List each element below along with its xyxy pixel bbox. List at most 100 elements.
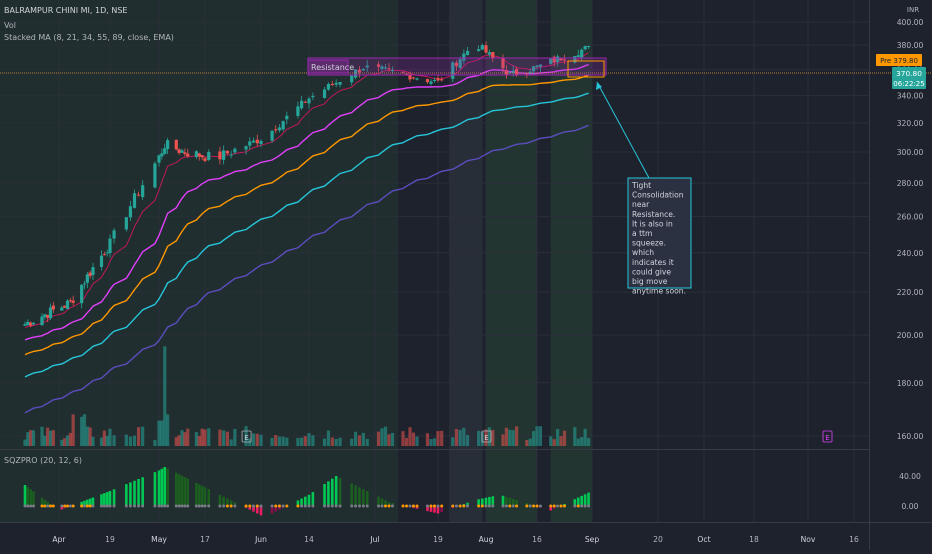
sqz-dot-96 xyxy=(484,504,488,508)
candle-57 xyxy=(281,121,285,130)
volume-bar-85 xyxy=(429,439,433,446)
sqz-dot-28 xyxy=(141,504,145,508)
candle-84 xyxy=(425,79,430,83)
candle-104 xyxy=(525,73,529,75)
volume-bar-12 xyxy=(68,432,72,446)
candle-54 xyxy=(270,130,274,141)
price-tick-260: 260.00 xyxy=(897,213,924,222)
last-price-tag-text: Pre 379.80 xyxy=(880,57,918,65)
candle-47 xyxy=(229,154,233,156)
candle-31 xyxy=(160,153,164,157)
sqz-bar-115 xyxy=(576,497,580,506)
volume-bar-70 xyxy=(353,431,358,446)
candle-61 xyxy=(303,101,307,103)
sqz-bar-3 xyxy=(32,491,35,506)
candle-2 xyxy=(29,322,33,326)
sqz-tick-40: 40.00 xyxy=(899,472,921,481)
volume-bar-19 xyxy=(99,437,104,446)
volume-bar-102 xyxy=(511,430,515,446)
sqz-dot-111 xyxy=(556,504,560,508)
candle-21 xyxy=(105,252,109,254)
candle-49 xyxy=(244,146,248,150)
sqz-tick-0: 0.00 xyxy=(902,502,919,511)
candle-74 xyxy=(376,64,381,67)
volume-bar-98 xyxy=(491,429,495,446)
sqz-dot-24 xyxy=(124,504,128,508)
sqz-bar-20 xyxy=(103,493,106,506)
volume-bar-67 xyxy=(334,439,338,446)
sqz-dot-113 xyxy=(563,504,566,508)
sqz-dot-85 xyxy=(429,504,433,508)
sqz-bar-34 xyxy=(174,472,178,506)
candle-77 xyxy=(387,68,391,70)
resistance-label-box xyxy=(307,59,349,74)
volume-bar-35 xyxy=(177,435,181,446)
earnings-marker-2: E xyxy=(484,434,488,442)
candle-23 xyxy=(112,230,116,239)
note-box[interactable] xyxy=(627,177,692,289)
sqz-bar-118 xyxy=(587,492,590,506)
sqz-dot-108 xyxy=(538,504,542,508)
note-line-1: Tight xyxy=(631,181,651,190)
sqz-bar-15 xyxy=(83,500,86,506)
sqz-dot-92 xyxy=(462,504,466,508)
sqz-bar-84 xyxy=(426,506,429,512)
sqz-dot-18 xyxy=(91,504,95,508)
candle-111 xyxy=(556,56,560,63)
price-tick-220: 220.00 xyxy=(897,288,924,297)
sqz-dot-53 xyxy=(259,504,263,508)
volume-bar-30 xyxy=(157,420,161,446)
sqz-dot-20 xyxy=(102,504,106,508)
squeeze-period-early xyxy=(0,0,398,522)
candle-71 xyxy=(357,69,362,73)
sqz-dot-2 xyxy=(29,504,33,508)
sqz-dot-60 xyxy=(300,504,304,508)
note-pointer xyxy=(596,81,650,179)
sqz-dot-5 xyxy=(43,504,47,508)
candle-93 xyxy=(465,50,470,55)
ema-21-line xyxy=(24,63,589,341)
time-tick-14: 14 xyxy=(304,535,314,544)
sqz-dot-76 xyxy=(384,504,387,508)
squeeze-period-1 xyxy=(449,0,483,522)
volume-bar-20 xyxy=(102,430,106,446)
sqz-dot-10 xyxy=(63,504,67,508)
sqz-dot-45 xyxy=(222,504,226,508)
candle-16 xyxy=(85,274,89,283)
close-price-tag xyxy=(892,67,926,89)
sqz-dot-64 xyxy=(323,504,327,508)
sqz-dot-19 xyxy=(100,504,103,508)
sqz-bar-114 xyxy=(573,499,577,506)
sqz-dot-70 xyxy=(354,504,358,508)
time-axis[interactable]: Apr 19 May 17 Jun 14 Jul 19 Aug 16 Sep 20 Oct 18 Nov 16 xyxy=(52,535,859,544)
candle-8 xyxy=(51,305,55,310)
consolidation-box[interactable] xyxy=(567,60,605,78)
sqz-bar-85 xyxy=(429,506,433,512)
sqz-bar-99 xyxy=(501,495,505,506)
volume-bar-112 xyxy=(559,436,563,446)
candle-117 xyxy=(583,46,587,50)
sqz-dot-38 xyxy=(186,504,190,508)
time-tick-aug: Aug xyxy=(479,535,494,544)
volume-bar-58 xyxy=(285,437,289,446)
volume-bar-22 xyxy=(108,428,112,446)
candle-27 xyxy=(136,194,141,196)
sqz-bar-64 xyxy=(323,484,326,506)
volume-bar-69 xyxy=(350,438,354,446)
volume-bar-78 xyxy=(390,432,395,446)
sqz-dot-13 xyxy=(71,504,75,508)
price-axis[interactable]: 160.00 180.00 200.00 220.00 240.00 260.00 280.… xyxy=(897,18,924,441)
candle-26 xyxy=(132,193,137,208)
sqz-bar-54 xyxy=(270,506,274,514)
sqz-bar-76 xyxy=(384,500,387,506)
earnings-marker-box-1 xyxy=(241,430,252,443)
candle-70 xyxy=(353,69,358,78)
volume-bar-81 xyxy=(408,427,412,446)
sqz-dot-0 xyxy=(23,504,27,508)
candle-39 xyxy=(194,151,198,157)
volume-bar-60 xyxy=(300,437,304,446)
sqz-dot-50 xyxy=(248,504,252,508)
candle-95 xyxy=(480,45,484,50)
sqz-dot-15 xyxy=(83,504,86,508)
